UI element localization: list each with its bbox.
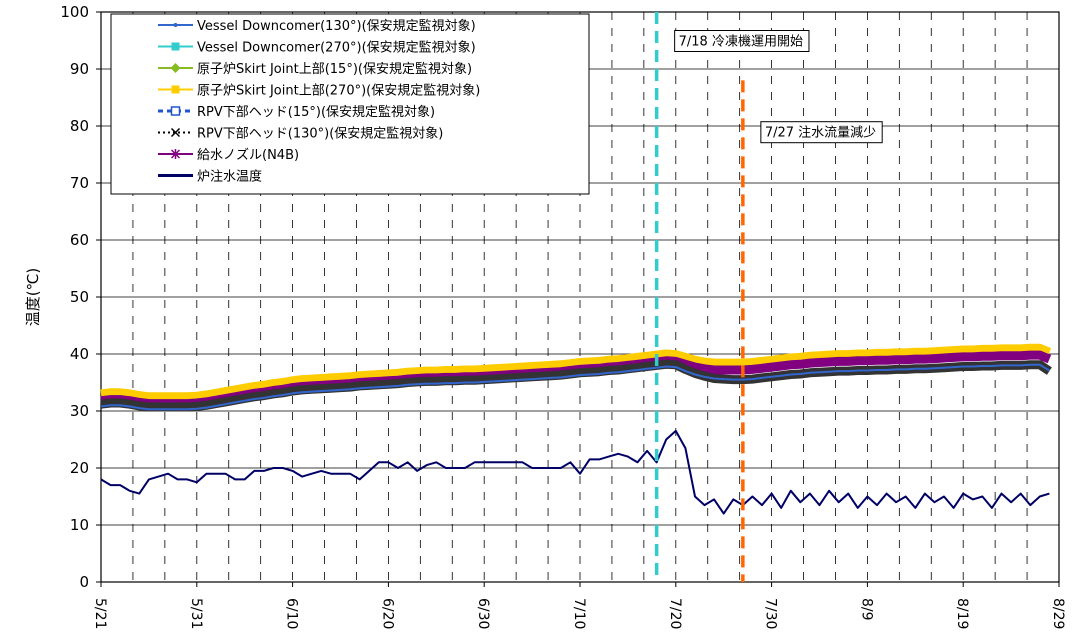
- legend-marker: [170, 106, 181, 116]
- legend-box: [110, 13, 590, 195]
- y-tick-label: 60: [70, 231, 89, 249]
- x-tick-label: 7/10: [571, 598, 587, 629]
- legend-marker: [171, 85, 180, 94]
- y-tick-label: 0: [79, 573, 89, 591]
- x-axis-ticks: 5/21 5/31 6/10 6/20 6/30 7/10 7/20 7/30 8/9 8/19 8…: [92, 582, 1066, 629]
- x-tick-label: 7/20: [667, 598, 683, 629]
- legend-marker: [170, 127, 181, 138]
- annotation-label: 7/27 注水流量減少: [765, 125, 876, 141]
- series-line: [100, 363, 1050, 411]
- x-tick-label: 5/31: [188, 598, 204, 629]
- x-tick-label: 7/30: [763, 598, 779, 629]
- x-tick-label: 6/20: [379, 598, 395, 629]
- series-line: [100, 343, 1052, 402]
- annotation-box: [674, 30, 810, 52]
- annotation-label: 7/18 冷凍機運用開始: [679, 34, 803, 50]
- x-tick-label: 6/10: [284, 598, 300, 629]
- y-axis-label: 温度(℃): [24, 268, 42, 327]
- y-tick-label: 20: [70, 459, 89, 477]
- annotation-box: [760, 121, 883, 144]
- y-tick-label: 30: [70, 402, 89, 420]
- x-tick-label: 5/21: [92, 598, 108, 629]
- series-line: [100, 429, 1050, 515]
- annotation-lines: 7/18 冷凍機運用開始 7/27 注水流量減少: [654, 12, 883, 582]
- legend-label: RPV下部ヘッド(15°)(保安規定監視対象): [197, 104, 435, 120]
- legend-label: RPV下部ヘッド(130°)(保安規定監視対象): [197, 126, 443, 142]
- x-tick-label: 6/30: [475, 598, 491, 629]
- legend-marker: [173, 23, 178, 27]
- legend-label: 原子炉Skirt Joint上部(270°)(保安規定監視対象): [197, 83, 480, 99]
- data-series: [100, 343, 1052, 515]
- legend-label: 炉注水温度: [197, 169, 262, 185]
- y-tick-label: 10: [70, 516, 89, 534]
- legend-label: 給水ノズル(N4B): [197, 147, 299, 163]
- legend-label: Vessel Downcomer(130°)(保安規定監視対象): [197, 18, 476, 34]
- x-tick-label: 8/9: [858, 598, 874, 621]
- legend-marker: [170, 63, 181, 73]
- y-axis-ticks: 0 10 20 30 40 50 60 70 80 90 100: [60, 3, 101, 591]
- y-tick-label: 40: [70, 345, 89, 363]
- legend-marker: [171, 42, 180, 51]
- y-tick-label: 50: [70, 288, 89, 306]
- y-tick-label: 90: [70, 60, 89, 78]
- x-tick-label: 8/29: [1050, 598, 1066, 629]
- x-tick-label: 8/19: [954, 598, 970, 629]
- y-tick-label: 70: [70, 174, 89, 192]
- legend-label: Vessel Downcomer(270°)(保安規定監視対象): [197, 40, 476, 56]
- y-tick-label: 80: [70, 117, 89, 135]
- legend-label: 原子炉Skirt Joint上部(15°)(保安規定監視対象): [197, 61, 472, 77]
- legend: Vessel Downcomer(130°)(保安規定監視対象) Vessel D…: [110, 13, 590, 195]
- y-tick-label: 100: [60, 3, 89, 21]
